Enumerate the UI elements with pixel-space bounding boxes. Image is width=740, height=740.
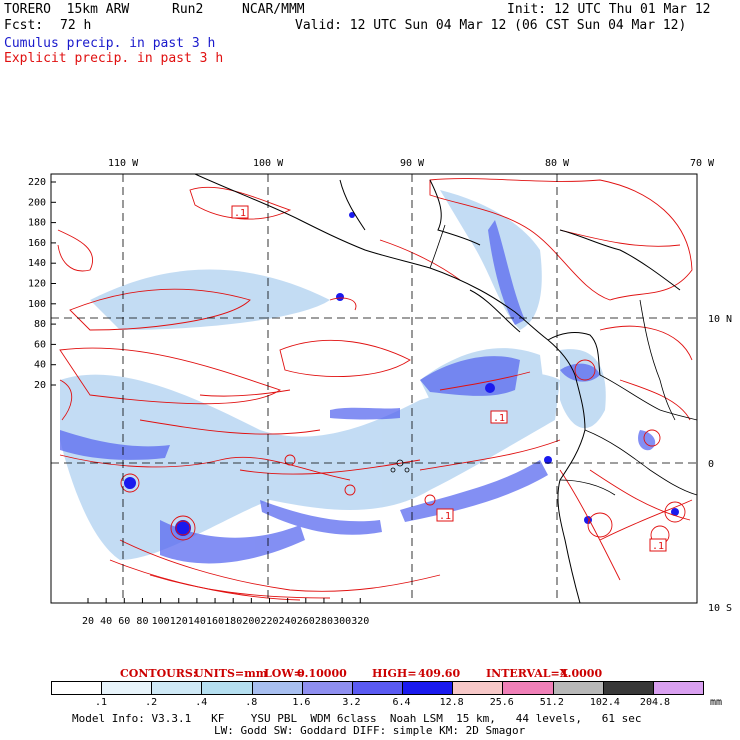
- y-tick-label: 160: [28, 238, 46, 249]
- x-tick-label: 60: [118, 616, 130, 627]
- x-tick-label: 300: [333, 616, 351, 627]
- explicit-legend: Explicit precip. in past 3 h: [4, 51, 224, 66]
- physics-info: LW: Godd SW: Goddard DIFF: simple KM: 2D…: [214, 724, 526, 737]
- lon-label: 80 W: [545, 158, 570, 169]
- colorbar-label: .8: [245, 697, 258, 708]
- y-tick-label: 180: [28, 218, 46, 229]
- explicit-precip-contours: [57, 178, 693, 601]
- precip-colorbar: [51, 681, 704, 695]
- colorbar-swatch: [452, 682, 503, 694]
- longitude-labels: 110 W 100 W 90 W 80 W 70 W: [108, 158, 715, 169]
- colorbar-label: 6.4: [392, 697, 411, 708]
- y-tick-label: 120: [28, 279, 46, 290]
- lon-label: 90 W: [400, 158, 425, 169]
- lat-label: 10 S: [708, 603, 732, 614]
- colorbar-swatch: [151, 682, 202, 694]
- interval-value: 4.0000: [560, 667, 603, 680]
- units-label: UNITS=mm: [194, 667, 268, 680]
- colorbar-label: 25.6: [489, 697, 514, 708]
- y-grid-ticks: 220 200 180 160 140 120 100 80 60 40 20: [28, 177, 56, 391]
- y-tick-label: 100: [28, 299, 46, 310]
- y-tick-label: 40: [34, 360, 46, 371]
- colorbar-unit: mm: [710, 697, 723, 708]
- colorbar-swatch: [652, 682, 704, 694]
- colorbar-label: .2: [145, 697, 158, 708]
- colorbar-swatch: [552, 682, 603, 694]
- low-value: 0.10000: [297, 667, 347, 680]
- colorbar-label: 102.4: [589, 697, 620, 708]
- org-label: NCAR/MMM: [242, 2, 305, 17]
- max-box-label: .1: [234, 208, 246, 219]
- x-tick-label: 280: [315, 616, 333, 627]
- x-tick-label: 160: [206, 616, 224, 627]
- model-title: TORERO 15km ARW: [4, 2, 130, 17]
- high-value: 409.60: [418, 667, 461, 680]
- colorbar-swatch: [251, 682, 302, 694]
- lon-label: 100 W: [253, 158, 284, 169]
- y-tick-label: 60: [34, 339, 46, 350]
- heavy-precip-shading: [60, 220, 656, 564]
- x-tick-label: 240: [279, 616, 297, 627]
- graticule: [51, 174, 697, 603]
- contours-label: CONTOURS:: [120, 667, 197, 680]
- low-label: LOW=: [264, 667, 303, 680]
- colorbar-label: .1: [95, 697, 108, 708]
- interval-label: INTERVAL=X: [486, 667, 569, 680]
- colorbar-swatch: [502, 682, 553, 694]
- x-tick-label: 180: [224, 616, 242, 627]
- run-label: Run2: [172, 2, 204, 17]
- y-tick-label: 80: [34, 319, 46, 330]
- high-label: HIGH=: [372, 667, 417, 680]
- x-tick-label: 40: [100, 616, 112, 627]
- map-border: [50, 173, 698, 604]
- x-tick-label: 220: [260, 616, 278, 627]
- max-box-label: .1: [493, 413, 505, 424]
- model-info: Model Info: V3.3.1 KF YSU PBL WDM 6class…: [72, 712, 642, 725]
- x-tick-label: 20: [82, 616, 94, 627]
- colorbar-swatch: [301, 682, 352, 694]
- colorbar-label: 1.6: [292, 697, 311, 708]
- x-grid-ticks: 20 40 60 80 100 120 140 160 180 200 220 240 260 280 30…: [82, 598, 369, 627]
- colorbar-swatch: [201, 682, 252, 694]
- colorbar-label: .4: [195, 697, 208, 708]
- colorbar-swatch: [351, 682, 403, 694]
- y-tick-label: 140: [28, 258, 46, 269]
- forecast-label: Fcst:: [4, 18, 44, 33]
- y-tick-label: 20: [34, 380, 46, 391]
- colorbar-swatch: [602, 682, 653, 694]
- y-tick-label: 200: [28, 197, 46, 208]
- max-value-boxes: .1 .1 .1 .1: [231, 205, 667, 552]
- forecast-hours: 72 h: [60, 18, 92, 33]
- x-tick-label: 100: [152, 616, 170, 627]
- x-tick-label: 140: [188, 616, 206, 627]
- max-box-label: .1: [439, 511, 451, 522]
- colorbar-label: 3.2: [342, 697, 361, 708]
- max-box-label: .1: [652, 541, 664, 552]
- country-borders: [429, 224, 697, 496]
- y-tick-label: 220: [28, 177, 46, 188]
- latitude-labels: 10 N 0 10 S: [708, 314, 732, 614]
- lat-label: 0: [708, 459, 714, 470]
- x-tick-label: 80: [136, 616, 148, 627]
- cumulus-legend: Cumulus precip. in past 3 h: [4, 36, 216, 51]
- colorbar-swatch: [101, 682, 152, 694]
- colorbar-swatch: [52, 682, 102, 694]
- x-tick-label: 200: [242, 616, 260, 627]
- lon-label: 70 W: [690, 158, 715, 169]
- lon-label: 110 W: [108, 158, 139, 169]
- valid-time: Valid: 12 UTC Sun 04 Mar 12 (06 CST Sun …: [295, 18, 687, 33]
- x-tick-label: 120: [170, 616, 188, 627]
- x-tick-label: 320: [351, 616, 369, 627]
- colorbar-label: 204.8: [639, 697, 671, 708]
- x-tick-label: 260: [297, 616, 315, 627]
- colorbar-label: 12.8: [439, 697, 464, 708]
- colorbar-swatch: [402, 682, 453, 694]
- colorbar-label: 51.2: [539, 697, 564, 708]
- lat-label: 10 N: [708, 314, 732, 325]
- init-time: Init: 12 UTC Thu 01 Mar 12: [507, 2, 711, 17]
